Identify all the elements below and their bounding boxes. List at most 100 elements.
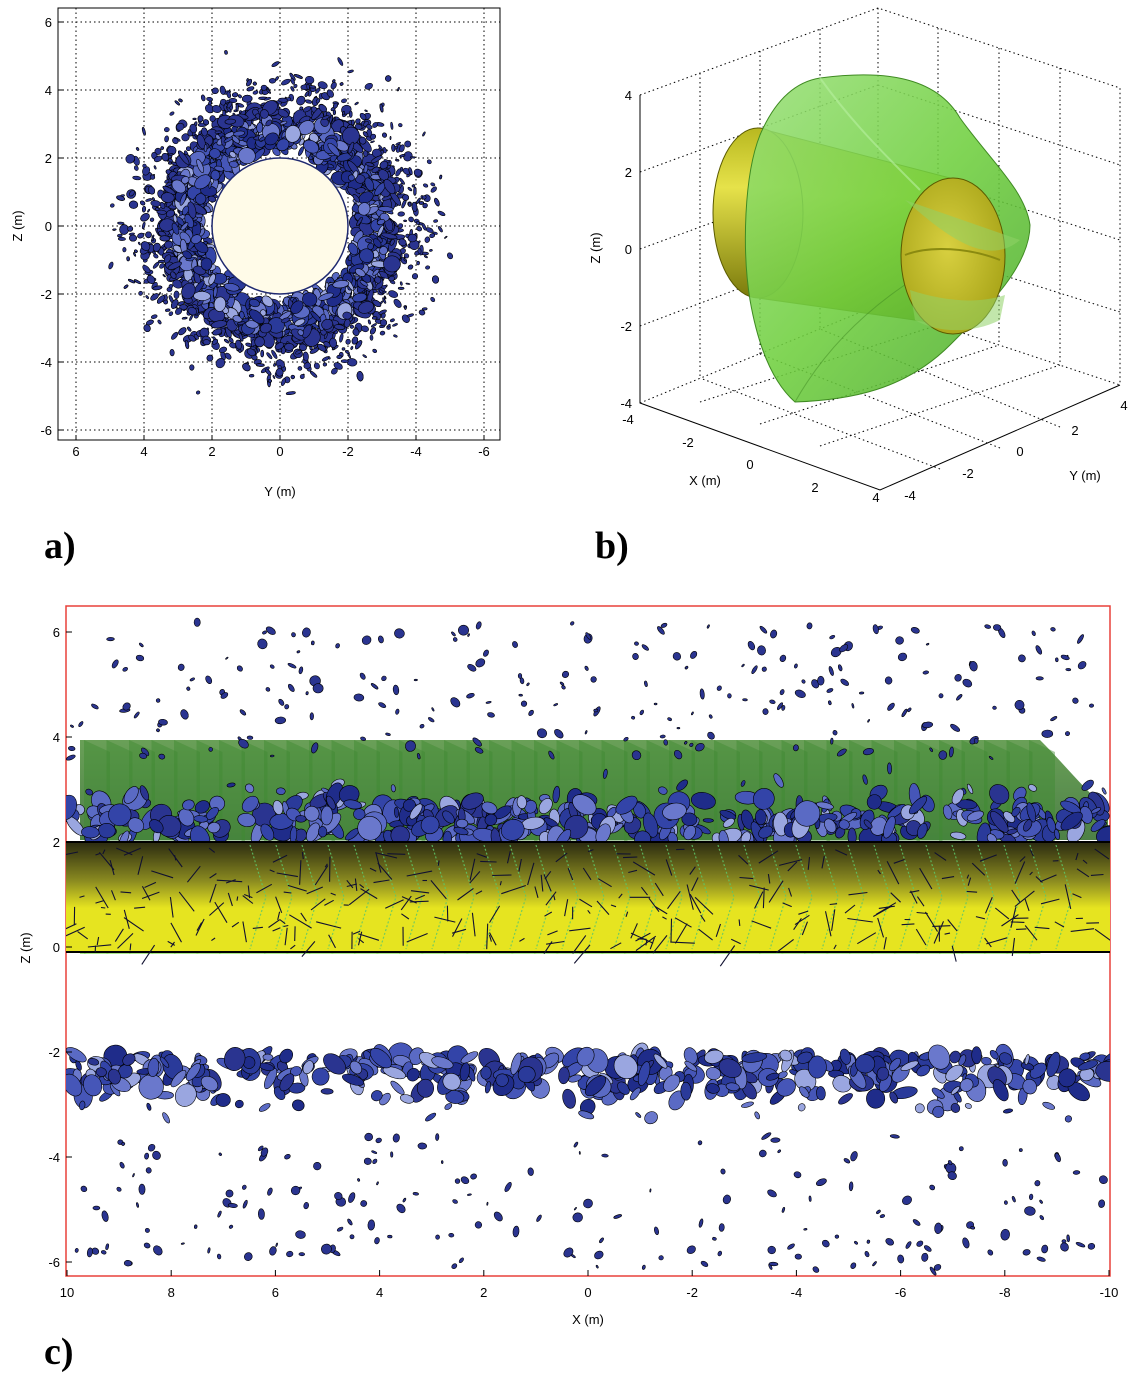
fracture-disc <box>142 264 151 274</box>
fracture-disc <box>215 1093 231 1107</box>
fracture-disc <box>413 186 417 196</box>
fracture-disc <box>370 140 375 144</box>
fracture-disc <box>289 72 296 81</box>
fracture-disc <box>971 1046 982 1065</box>
fracture-disc <box>601 1153 609 1158</box>
x-tick-label: 8 <box>168 1285 175 1300</box>
fracture-disc <box>208 747 213 752</box>
fracture-disc <box>172 137 179 145</box>
fracture-trace <box>1016 928 1027 930</box>
fracture-trace <box>236 896 239 901</box>
fracture-trace <box>670 918 673 943</box>
fracture-disc <box>527 1167 534 1176</box>
fracture-disc <box>676 726 681 730</box>
fracture-disc <box>659 734 666 739</box>
fracture-disc <box>304 75 315 85</box>
fracture-disc <box>150 314 158 319</box>
fracture-disc <box>435 1133 440 1141</box>
x-tick-label: -4 <box>791 1285 803 1300</box>
fracture-disc <box>404 140 412 148</box>
fracture-disc <box>165 308 171 312</box>
fracture-disc <box>480 1066 492 1080</box>
fracture-disc <box>578 1151 581 1155</box>
fracture-disc <box>727 693 732 699</box>
fracture-disc <box>393 334 398 338</box>
fracture-trace <box>480 860 497 863</box>
fracture-disc <box>138 290 143 296</box>
fracture-disc <box>92 1205 101 1211</box>
y-tick-label: -2 <box>48 1045 60 1060</box>
fracture-disc <box>440 1160 444 1164</box>
fracture-disc <box>397 211 405 217</box>
fracture-disc <box>390 1151 394 1158</box>
x-tick-label: 0 <box>584 1285 591 1300</box>
fracture-disc <box>110 203 115 208</box>
fracture-disc <box>405 282 411 285</box>
x-tick-label: -6 <box>895 1285 907 1300</box>
fracture-disc <box>382 297 387 304</box>
fracture-disc <box>168 284 174 289</box>
fracture-disc <box>285 391 296 395</box>
fracture-disc <box>389 136 392 140</box>
fracture-disc <box>1002 1159 1008 1167</box>
panel-c-ylabel: Z (m) <box>18 932 33 963</box>
fracture-disc <box>171 331 179 340</box>
y-tick-label: 2 <box>53 835 60 850</box>
fracture-disc <box>344 350 350 355</box>
fracture-disc <box>320 1088 334 1095</box>
fracture-disc <box>934 1222 943 1234</box>
fracture-disc <box>1041 729 1054 738</box>
fracture-trace <box>100 906 106 909</box>
y-tick-label: 4 <box>53 730 60 745</box>
fracture-disc <box>354 101 359 106</box>
fracture-disc <box>298 146 304 156</box>
fracture-disc <box>518 693 523 697</box>
fracture-disc <box>168 311 174 316</box>
fracture-disc <box>792 744 799 752</box>
fracture-disc <box>142 163 147 169</box>
fracture-disc <box>416 1078 435 1098</box>
tunnel-longitudinal <box>66 842 1110 952</box>
fracture-disc <box>117 236 126 241</box>
fracture-disc <box>834 1234 840 1239</box>
fracture-disc <box>257 1208 265 1220</box>
y-tick-label: 6 <box>53 625 60 640</box>
fracture-disc <box>193 617 201 627</box>
fracture-disc <box>327 356 331 360</box>
fracture-disc <box>887 762 892 775</box>
fracture-disc <box>138 1183 146 1195</box>
fracture-disc <box>884 676 893 685</box>
fracture-disc <box>364 1132 373 1142</box>
fracture-disc <box>993 624 1002 631</box>
fracture-disc <box>132 175 142 181</box>
fracture-disc <box>164 127 170 133</box>
fracture-disc <box>312 683 324 694</box>
fracture-disc <box>770 1137 781 1143</box>
fracture-disc <box>298 1252 305 1257</box>
fracture-disc <box>803 1228 808 1231</box>
fracture-disc <box>399 177 405 185</box>
fracture-trace <box>738 919 741 926</box>
fracture-disc <box>364 109 368 112</box>
fracture-disc <box>448 1232 455 1238</box>
fracture-disc <box>390 121 394 130</box>
panel-a-fractures <box>108 50 454 395</box>
fracture-disc <box>658 1255 664 1261</box>
fracture-disc <box>108 803 132 827</box>
fracture-disc <box>653 702 658 706</box>
fracture-disc <box>310 640 315 646</box>
fracture-disc <box>403 253 410 259</box>
fracture-disc <box>970 1226 976 1230</box>
fracture-disc <box>1065 668 1072 672</box>
fracture-disc <box>593 708 599 713</box>
fracture-disc <box>425 265 431 270</box>
fracture-disc <box>173 290 180 299</box>
fracture-trace <box>492 874 512 877</box>
fracture-disc <box>1018 1148 1023 1152</box>
fracture-disc <box>817 675 825 686</box>
fracture-disc <box>437 210 446 216</box>
fracture-disc <box>347 69 354 74</box>
fracture-disc <box>848 1181 854 1192</box>
fracture-disc <box>417 1142 427 1150</box>
